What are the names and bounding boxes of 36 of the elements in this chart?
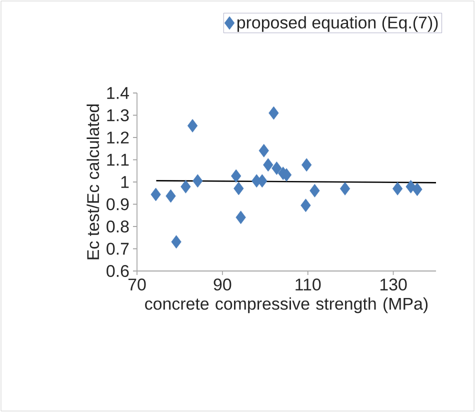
point bbox=[300, 198, 311, 212]
y-tick-label: 1.4 bbox=[107, 87, 129, 99]
y-tick-label: 1.1 bbox=[107, 154, 129, 166]
y-tick-label: 0.6 bbox=[106, 265, 129, 278]
y-tick-label: 1.2 bbox=[107, 132, 129, 144]
point bbox=[340, 182, 350, 196]
point bbox=[310, 184, 320, 198]
x-tick-label: 110 bbox=[296, 278, 321, 291]
point bbox=[258, 144, 269, 158]
x-tick-label: 70 bbox=[128, 278, 146, 291]
point bbox=[166, 189, 176, 203]
point bbox=[302, 158, 312, 172]
point bbox=[150, 188, 161, 202]
legend-label: proposed equation (Eq.(7)) bbox=[237, 16, 438, 32]
point bbox=[263, 158, 274, 172]
point bbox=[234, 182, 244, 196]
point bbox=[171, 235, 182, 249]
x-axis-title: concrete compressive strength (MPa) bbox=[145, 297, 428, 314]
point bbox=[257, 174, 268, 188]
point bbox=[236, 210, 246, 224]
point bbox=[231, 169, 242, 183]
point bbox=[412, 182, 422, 196]
y-tick-label: 1 bbox=[121, 176, 129, 188]
y-tick-label: 0.7 bbox=[106, 242, 129, 255]
x-tick-label: 130 bbox=[380, 278, 407, 291]
point bbox=[272, 162, 282, 175]
point bbox=[192, 174, 203, 188]
x-tick-label: 90 bbox=[214, 278, 232, 291]
y-axis-title: Ec test/Ec calculated bbox=[86, 104, 100, 260]
point bbox=[268, 106, 279, 120]
point bbox=[392, 182, 403, 196]
y-tick-label: 0.9 bbox=[106, 198, 129, 210]
point bbox=[187, 119, 198, 132]
y-tick-label: 0.8 bbox=[106, 220, 129, 233]
y-tick-label: 1.3 bbox=[107, 109, 129, 122]
point bbox=[180, 180, 191, 194]
